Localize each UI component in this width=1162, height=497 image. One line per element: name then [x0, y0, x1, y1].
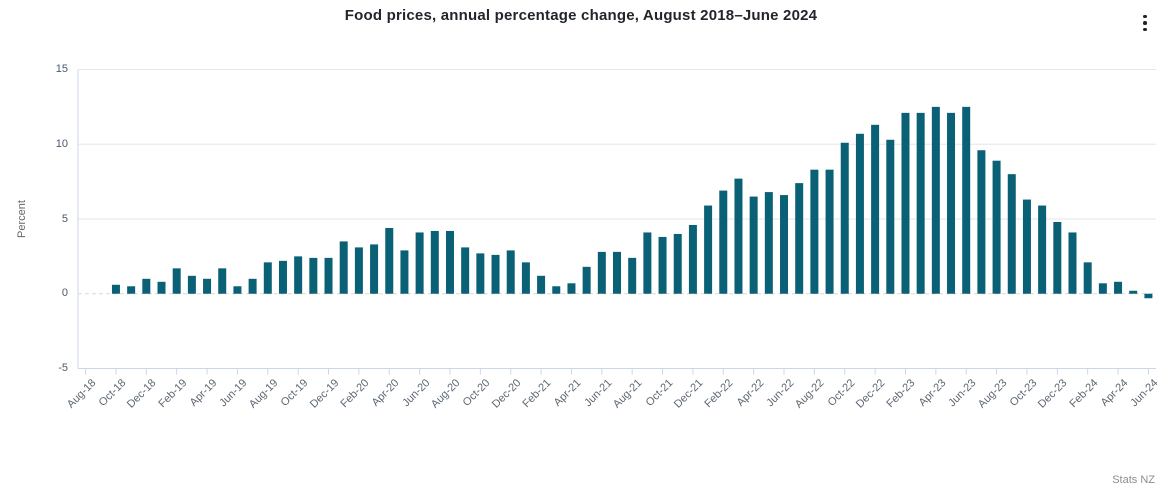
bar-May-20[interactable]	[400, 250, 409, 294]
bar-Jan-21[interactable]	[521, 262, 530, 294]
bar-Feb-19[interactable]	[172, 268, 181, 294]
bar-Jul-22[interactable]	[795, 183, 804, 294]
bar-Jul-23[interactable]	[977, 150, 986, 294]
bar-Jan-23[interactable]	[886, 139, 895, 294]
bar-Dec-21[interactable]	[688, 224, 697, 294]
y-axis-label: 10	[55, 137, 68, 150]
bar-Sep-22[interactable]	[825, 169, 834, 294]
bar-May-24[interactable]	[1129, 290, 1138, 294]
bar-Apr-23[interactable]	[931, 106, 940, 294]
bar-Jan-22[interactable]	[704, 205, 713, 294]
bar-Feb-23[interactable]	[901, 112, 910, 294]
bar-Aug-21[interactable]	[628, 257, 637, 294]
bar-Mar-19[interactable]	[187, 275, 196, 294]
bar-Oct-18[interactable]	[111, 284, 120, 294]
bar-Feb-22[interactable]	[719, 190, 728, 294]
bar-Oct-23[interactable]	[1022, 199, 1031, 294]
bar-Apr-19[interactable]	[203, 278, 212, 294]
bar-Dec-23[interactable]	[1053, 221, 1062, 294]
bar-Jun-20[interactable]	[415, 232, 424, 294]
bar-May-22[interactable]	[764, 192, 773, 294]
bar-Apr-21[interactable]	[567, 283, 576, 294]
bar-May-19[interactable]	[218, 268, 227, 294]
bar-Jul-20[interactable]	[430, 230, 439, 294]
bar-Jul-21[interactable]	[613, 251, 621, 294]
y-axis-label: 0	[61, 287, 68, 300]
y-axis-title: Percent	[15, 200, 28, 238]
bar-Sep-20[interactable]	[461, 247, 470, 294]
bar-Feb-20[interactable]	[354, 247, 363, 294]
y-axis-label: -5	[58, 362, 68, 374]
bar-Jun-21[interactable]	[597, 251, 606, 294]
y-axis-label: 5	[61, 212, 68, 225]
bar-Feb-21[interactable]	[537, 275, 546, 294]
bar-Apr-22[interactable]	[749, 196, 758, 294]
bar-Aug-22[interactable]	[810, 169, 819, 294]
bar-Mar-20[interactable]	[370, 244, 379, 294]
bar-May-23[interactable]	[947, 112, 956, 294]
bar-Nov-22[interactable]	[855, 133, 864, 294]
chart-title: Food prices, annual percentage change, A…	[344, 7, 818, 24]
bar-Oct-20[interactable]	[476, 253, 485, 294]
bar-Jun-22[interactable]	[780, 195, 789, 294]
bar-Jul-19[interactable]	[248, 278, 257, 294]
bar-Nov-19[interactable]	[309, 257, 318, 294]
bar-Nov-21[interactable]	[673, 233, 682, 294]
bar-Jan-24[interactable]	[1068, 232, 1077, 294]
bar-May-21[interactable]	[582, 266, 591, 294]
bar-Mar-22[interactable]	[734, 178, 743, 294]
bar-Nov-18[interactable]	[127, 286, 136, 294]
credits-link[interactable]: Stats NZ	[1112, 474, 1155, 486]
bar-Mar-23[interactable]	[916, 112, 925, 294]
bar-Nov-20[interactable]	[491, 254, 500, 294]
bar-Jan-19[interactable]	[157, 281, 166, 294]
bar-Dec-19[interactable]	[324, 257, 333, 294]
bar-Aug-20[interactable]	[445, 230, 454, 294]
bar-Aug-19[interactable]	[263, 262, 272, 294]
bar-Nov-23[interactable]	[1038, 205, 1047, 294]
bar-Sep-23[interactable]	[1007, 174, 1016, 294]
y-axis-label: 15	[55, 63, 68, 75]
bar-Jun-24[interactable]	[1144, 293, 1153, 299]
bar-Dec-18[interactable]	[142, 278, 151, 294]
bar-Oct-19[interactable]	[294, 256, 303, 294]
bar-Mar-21[interactable]	[552, 286, 561, 294]
bar-Jun-23[interactable]	[962, 106, 971, 294]
bar-Dec-20[interactable]	[506, 250, 515, 294]
bar-Jun-19[interactable]	[233, 286, 242, 294]
bar-Apr-24[interactable]	[1114, 281, 1123, 294]
bar-Dec-22[interactable]	[871, 124, 880, 294]
bar-Mar-24[interactable]	[1098, 283, 1107, 294]
bar-Oct-22[interactable]	[840, 142, 849, 294]
bar-Oct-21[interactable]	[658, 236, 667, 294]
bar-Sep-21[interactable]	[643, 232, 652, 294]
bar-Apr-20[interactable]	[385, 227, 394, 294]
bar-Jan-20[interactable]	[339, 241, 348, 294]
chart-context-menu-button[interactable]	[1132, 8, 1158, 38]
bar-Feb-24[interactable]	[1083, 262, 1092, 294]
bar-Sep-19[interactable]	[278, 260, 287, 294]
bar-Aug-23[interactable]	[992, 160, 1001, 294]
